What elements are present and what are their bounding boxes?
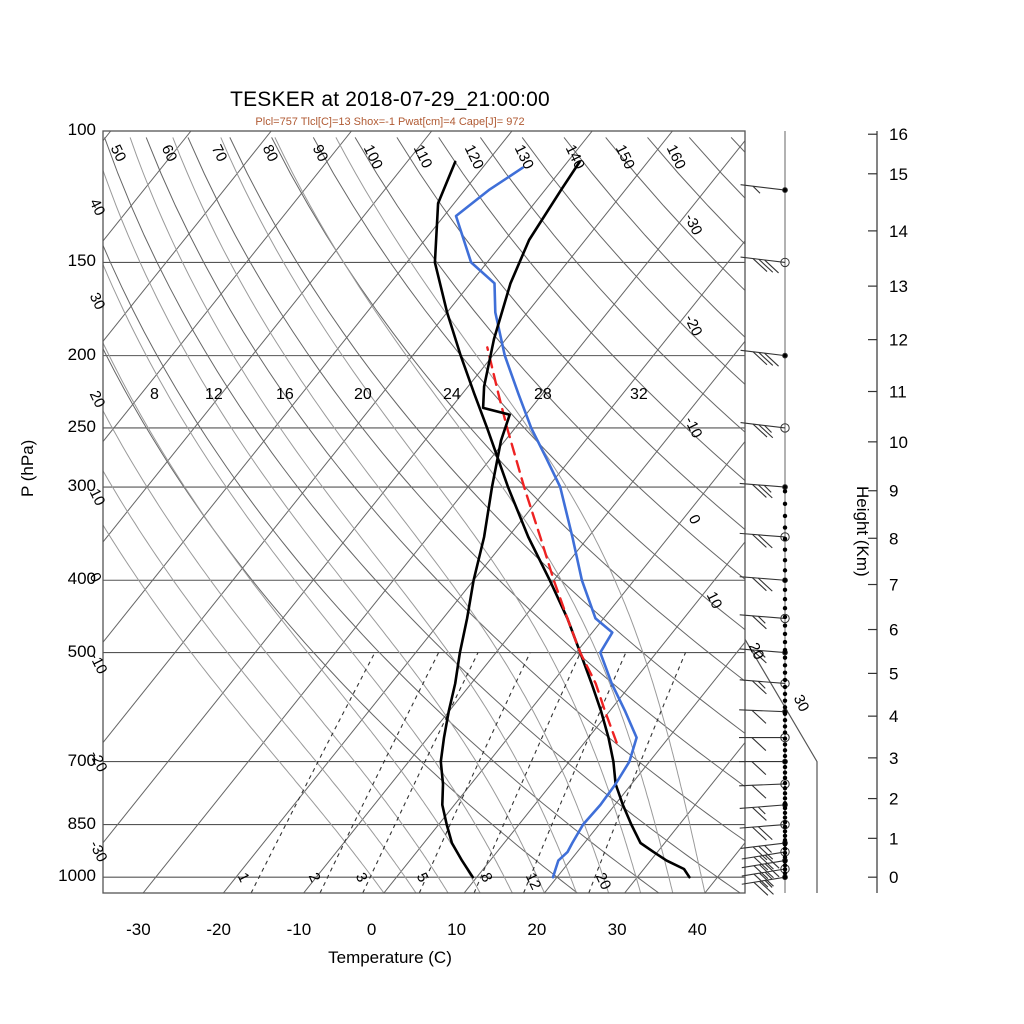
temperature-tick-label: -10	[286, 920, 312, 939]
height-tick-label: 6	[889, 621, 898, 640]
wind-barb-column	[739, 131, 790, 896]
height-tick-label: 9	[889, 482, 898, 501]
moist-adiabat-label: 28	[534, 386, 552, 403]
profile-temperature	[433, 160, 691, 879]
moist-adiabat-label: 24	[443, 386, 461, 403]
temperature-tick-label: 20	[527, 920, 547, 939]
height-tick-label: 11	[889, 383, 907, 402]
profile-parcel-path	[486, 346, 618, 744]
height-tick-label: 0	[889, 868, 898, 887]
height-tick-label: 2	[889, 790, 898, 809]
lower-right-extension	[744, 639, 818, 893]
pressure-axis-label: P (hPa)	[18, 439, 37, 497]
pressure-tick-label: 300	[67, 476, 96, 496]
pressure-tick-label: 700	[67, 750, 96, 770]
height-tick-label: 3	[889, 749, 898, 768]
plot-frame	[102, 130, 746, 894]
height-tick-label: 15	[889, 165, 908, 184]
pressure-tick-label: 150	[67, 251, 96, 271]
pressure-tick-label: 200	[67, 344, 96, 364]
temperature-tick-label: -20	[206, 920, 231, 939]
profile-dewpoint	[454, 166, 638, 879]
height-axis-label: Height (Km)	[853, 486, 872, 577]
moist-adiabat-label: 12	[205, 386, 223, 403]
moist-adiabat-label: 20	[354, 386, 372, 403]
pressure-tick-label: 250	[67, 416, 96, 436]
indices-subtitle: Plcl=757 Tlcl[C]=13 Shox=-1 Pwat[cm]=4 C…	[255, 116, 525, 128]
height-tick-label: 10	[889, 433, 908, 452]
height-tick-label: 1	[889, 829, 898, 848]
pressure-tick-label: 100	[67, 120, 96, 139]
temperature-tick-label: 10	[447, 920, 467, 939]
pressure-tick-label: 500	[67, 641, 96, 661]
height-tick-label: 4	[889, 707, 898, 726]
height-tick-label: 8	[889, 529, 898, 548]
height-tick-label: 13	[889, 277, 908, 296]
temperature-tick-label: 30	[607, 920, 627, 939]
height-tick-label: 16	[889, 125, 908, 144]
height-tick-label: 5	[889, 664, 898, 683]
pressure-tick-label: 850	[67, 813, 96, 833]
moist-adiabat-label: 16	[276, 386, 294, 403]
pressure-tick-label: 400	[67, 569, 96, 589]
height-tick-label: 7	[889, 576, 898, 595]
pressure-tick-label: 1000	[58, 866, 96, 886]
temperature-tick-label: 0	[366, 920, 377, 939]
moist-adiabat-label: 32	[630, 386, 648, 403]
height-tick-label: 12	[889, 331, 908, 350]
profile-virtual-temperature-second-profile	[439, 160, 581, 879]
moist-adiabat-label: 8	[150, 386, 159, 403]
temperature-tick-label: 40	[687, 920, 707, 939]
height-tick-label: 14	[889, 222, 908, 241]
temperature-axis-label: Temperature (C)	[328, 948, 452, 967]
page-title: TESKER at 2018-07-29_21:00:00	[230, 88, 550, 111]
temperature-tick-label: -30	[126, 920, 151, 939]
